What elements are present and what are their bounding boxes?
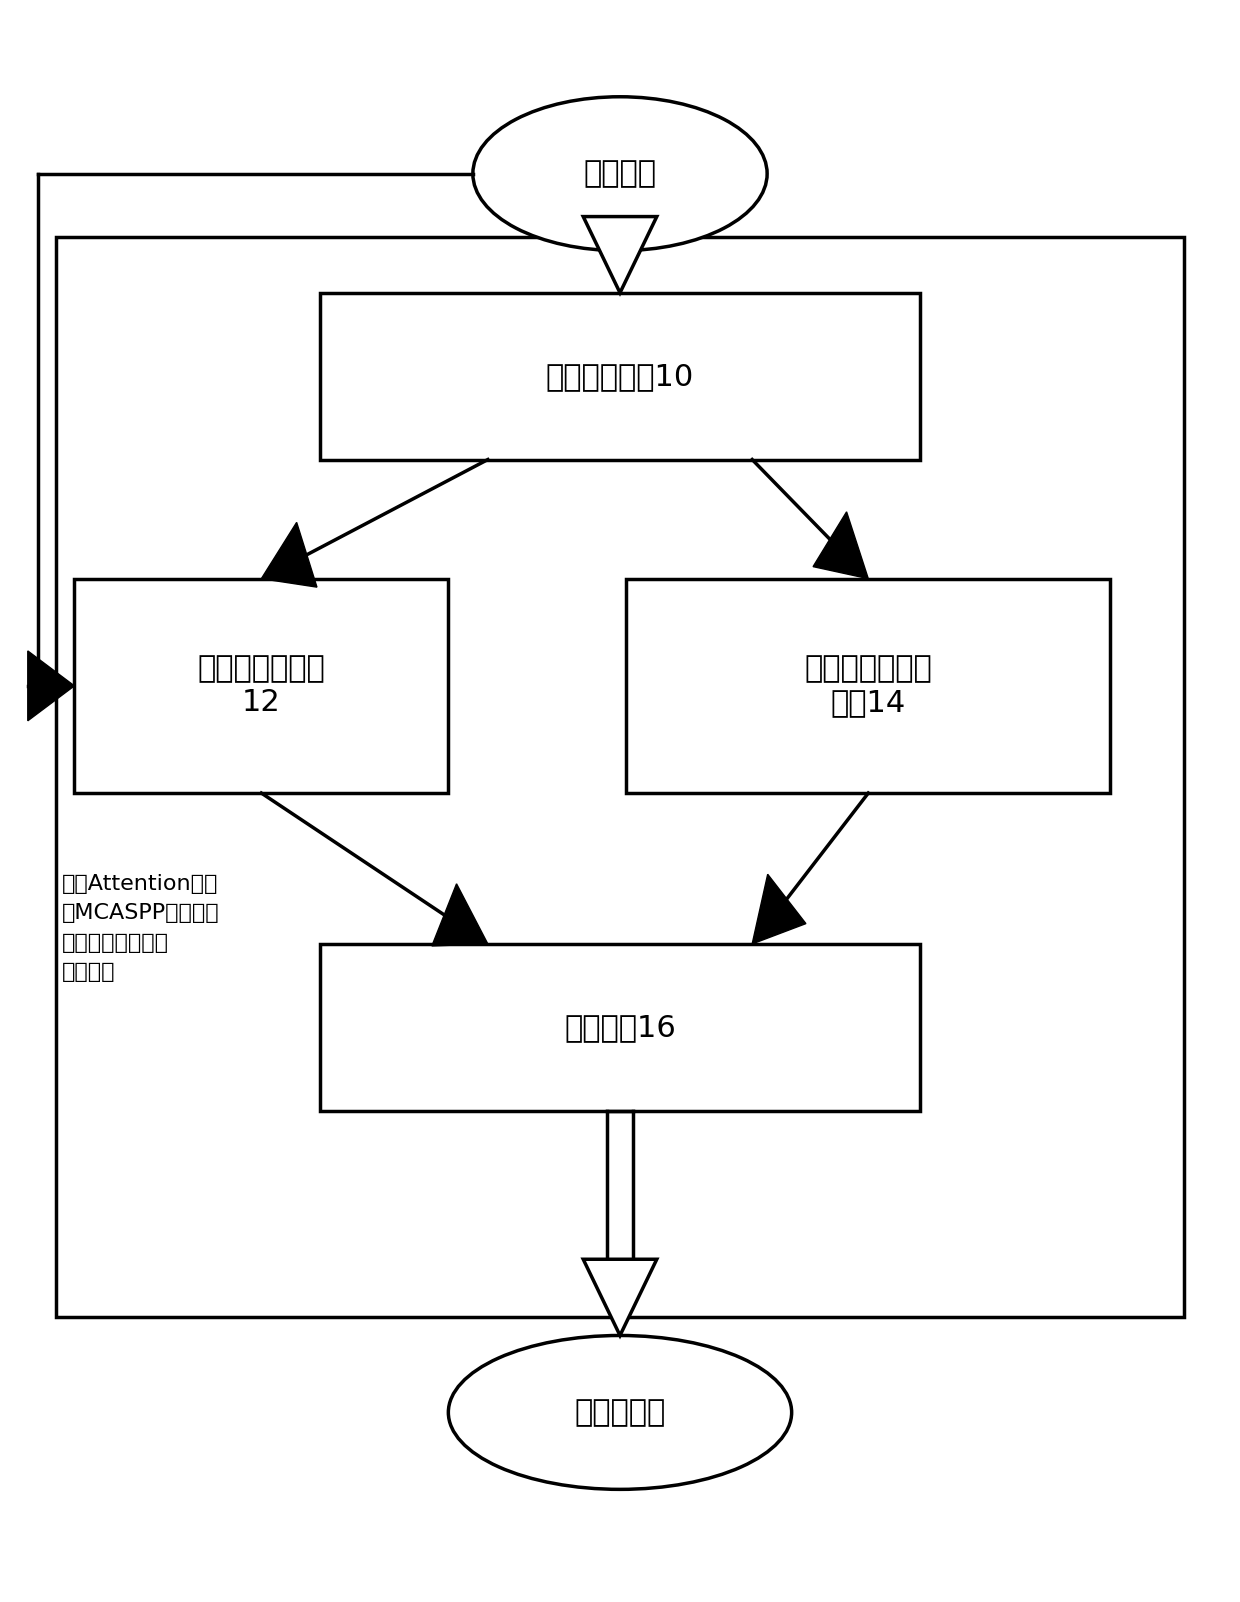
Text: 预测概率图: 预测概率图 bbox=[574, 1399, 666, 1427]
Polygon shape bbox=[432, 884, 487, 945]
Ellipse shape bbox=[472, 96, 768, 250]
Bar bbox=[320, 944, 920, 1110]
Text: 输出模块16: 输出模块16 bbox=[564, 1012, 676, 1041]
Bar bbox=[74, 578, 449, 793]
Polygon shape bbox=[27, 650, 74, 721]
Text: 特征提取模块10: 特征提取模块10 bbox=[546, 362, 694, 391]
Polygon shape bbox=[813, 511, 868, 578]
Text: 基于Attention机制
的MCASPP神经网络
眼底图像视杯视盘
分割模型: 基于Attention机制 的MCASPP神经网络 眼底图像视杯视盘 分割模型 bbox=[62, 873, 219, 982]
Polygon shape bbox=[583, 216, 657, 293]
Polygon shape bbox=[262, 522, 317, 588]
Bar bbox=[626, 578, 1111, 793]
Bar bbox=[56, 237, 1184, 1317]
Text: 输入图像: 输入图像 bbox=[584, 159, 656, 187]
Polygon shape bbox=[583, 1259, 657, 1336]
Text: 多尺度空洞卷积
模块14: 多尺度空洞卷积 模块14 bbox=[805, 655, 932, 718]
Text: 注意力映射模块
12: 注意力映射模块 12 bbox=[197, 655, 325, 718]
Ellipse shape bbox=[449, 1336, 791, 1490]
Polygon shape bbox=[753, 875, 806, 944]
Bar bbox=[320, 293, 920, 460]
